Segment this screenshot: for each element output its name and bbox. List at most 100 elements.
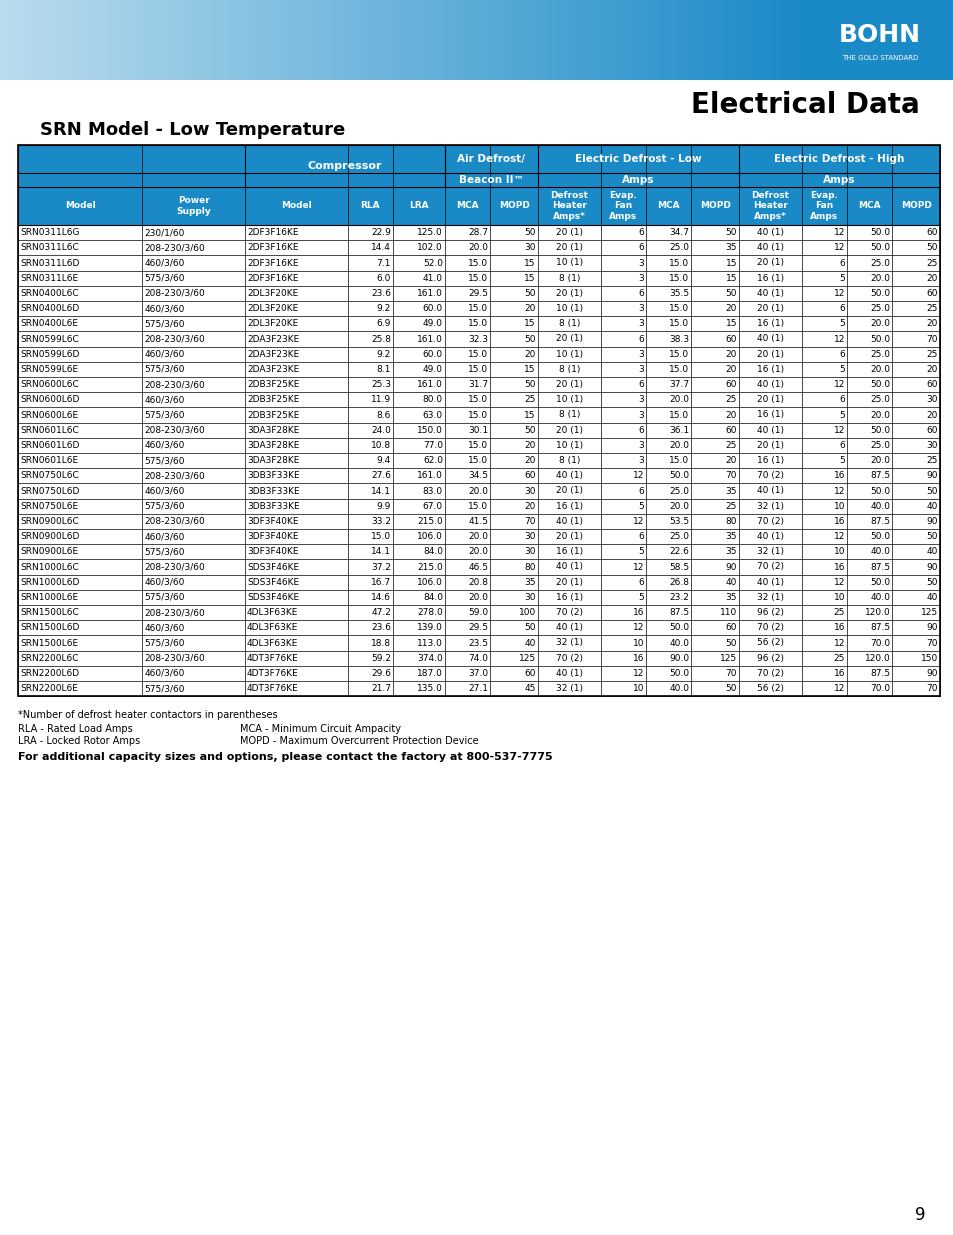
- Text: 36.1: 36.1: [669, 426, 689, 435]
- Text: 15.0: 15.0: [468, 395, 488, 404]
- Bar: [755, 0, 760, 80]
- Bar: [683, 0, 687, 80]
- Bar: [18, 256, 939, 270]
- Bar: [647, 0, 651, 80]
- Text: 6: 6: [638, 380, 643, 389]
- Text: 3: 3: [638, 456, 643, 466]
- Text: 60: 60: [524, 669, 536, 678]
- Text: Defrost
Heater
Amps*: Defrost Heater Amps*: [751, 191, 788, 221]
- Text: 12: 12: [833, 638, 844, 647]
- Text: 2DL3F20KE: 2DL3F20KE: [247, 289, 298, 298]
- Bar: [71, 0, 76, 80]
- Text: 70 (2): 70 (2): [556, 653, 582, 663]
- Text: 87.5: 87.5: [869, 517, 889, 526]
- Text: 41.5: 41.5: [468, 517, 488, 526]
- Text: 10 (1): 10 (1): [555, 258, 582, 268]
- Bar: [760, 0, 763, 80]
- Bar: [408, 0, 412, 80]
- Text: 50: 50: [524, 289, 536, 298]
- Text: 70: 70: [724, 669, 736, 678]
- Text: 12: 12: [632, 624, 643, 632]
- Text: 37.2: 37.2: [371, 562, 391, 572]
- Text: 70: 70: [925, 335, 937, 343]
- Bar: [8, 0, 12, 80]
- Text: 208-230/3/60: 208-230/3/60: [144, 517, 205, 526]
- Text: 106.0: 106.0: [416, 578, 442, 587]
- Text: 60: 60: [925, 228, 937, 237]
- Text: 12: 12: [632, 562, 643, 572]
- Text: 49.0: 49.0: [422, 320, 442, 329]
- Text: 3: 3: [638, 304, 643, 314]
- Text: 20: 20: [725, 364, 736, 374]
- Bar: [18, 499, 939, 514]
- Text: 7.1: 7.1: [376, 258, 391, 268]
- Bar: [284, 0, 288, 80]
- Bar: [315, 0, 319, 80]
- Text: 120.0: 120.0: [863, 608, 889, 618]
- Bar: [771, 0, 775, 80]
- Text: 2DF3F16KE: 2DF3F16KE: [247, 228, 298, 237]
- Text: 460/3/60: 460/3/60: [144, 578, 185, 587]
- Text: MOPD - Maximum Overcurrent Protection Device: MOPD - Maximum Overcurrent Protection De…: [240, 736, 478, 746]
- Text: 37.7: 37.7: [669, 380, 689, 389]
- Text: 40: 40: [524, 638, 536, 647]
- Text: 20 (1): 20 (1): [756, 258, 783, 268]
- Bar: [395, 0, 399, 80]
- Text: LRA: LRA: [409, 201, 429, 210]
- Text: 9.2: 9.2: [376, 304, 391, 314]
- Text: 278.0: 278.0: [416, 608, 442, 618]
- Bar: [24, 0, 28, 80]
- Text: 575/3/60: 575/3/60: [144, 456, 185, 466]
- Text: MCA: MCA: [456, 201, 478, 210]
- Bar: [476, 0, 479, 80]
- Text: 3: 3: [638, 258, 643, 268]
- Bar: [18, 545, 939, 559]
- Text: 58.5: 58.5: [669, 562, 689, 572]
- Bar: [775, 0, 780, 80]
- Bar: [215, 0, 220, 80]
- Text: 38.3: 38.3: [669, 335, 689, 343]
- Bar: [536, 0, 539, 80]
- Text: 15: 15: [524, 258, 536, 268]
- Bar: [332, 0, 335, 80]
- Text: 16.7: 16.7: [371, 578, 391, 587]
- Text: 20: 20: [925, 364, 937, 374]
- Text: Air Defrost/: Air Defrost/: [456, 154, 525, 164]
- Text: RLA: RLA: [360, 201, 380, 210]
- Text: 25.0: 25.0: [669, 487, 689, 495]
- Text: 50: 50: [724, 638, 736, 647]
- Bar: [743, 0, 747, 80]
- Bar: [124, 0, 128, 80]
- Bar: [419, 0, 423, 80]
- Bar: [36, 0, 40, 80]
- Text: SRN0311L6E: SRN0311L6E: [20, 274, 78, 283]
- Bar: [275, 0, 280, 80]
- Text: 20 (1): 20 (1): [756, 304, 783, 314]
- Text: 40.0: 40.0: [669, 684, 689, 693]
- Text: 50: 50: [524, 335, 536, 343]
- Text: 20.0: 20.0: [869, 456, 889, 466]
- Text: 32 (1): 32 (1): [756, 593, 783, 601]
- Text: 125.0: 125.0: [416, 228, 442, 237]
- Text: 22.6: 22.6: [669, 547, 689, 556]
- Bar: [479, 0, 483, 80]
- Text: 3DA3F28KE: 3DA3F28KE: [247, 426, 299, 435]
- Text: 16: 16: [833, 472, 844, 480]
- Bar: [472, 0, 476, 80]
- Bar: [108, 0, 112, 80]
- Text: 15: 15: [724, 258, 736, 268]
- Text: 45: 45: [524, 684, 536, 693]
- Bar: [18, 173, 939, 186]
- Text: 20.8: 20.8: [468, 578, 488, 587]
- Text: 3DF3F40KE: 3DF3F40KE: [247, 547, 298, 556]
- Text: 35: 35: [524, 578, 536, 587]
- Text: 10: 10: [632, 638, 643, 647]
- Bar: [667, 0, 671, 80]
- Text: 90: 90: [925, 624, 937, 632]
- Bar: [192, 0, 195, 80]
- Bar: [339, 0, 344, 80]
- Text: 100: 100: [518, 608, 536, 618]
- Text: 60: 60: [925, 380, 937, 389]
- Text: 460/3/60: 460/3/60: [144, 487, 185, 495]
- Bar: [375, 0, 379, 80]
